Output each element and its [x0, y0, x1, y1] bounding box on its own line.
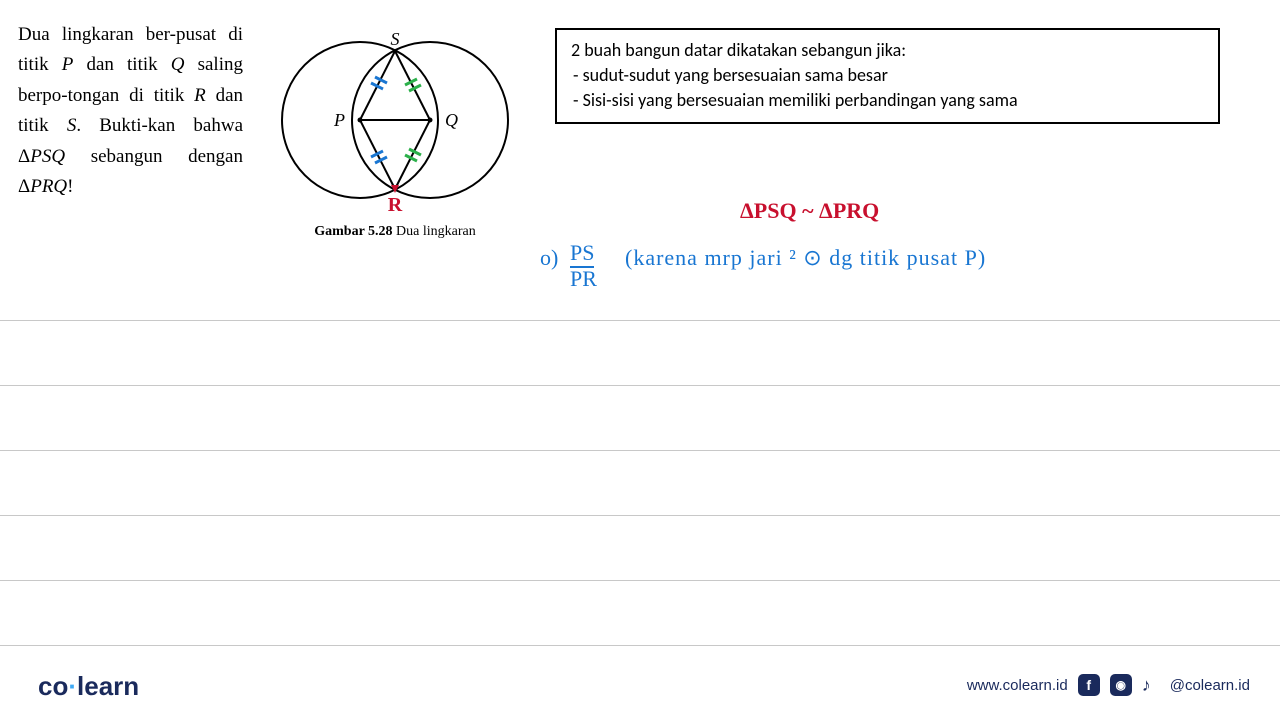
handwriting-blue-fraction: PS PR: [570, 240, 597, 292]
footer-url: www.colearn.id: [967, 677, 1068, 694]
caption-bold: Gambar 5.28: [314, 224, 392, 239]
var-R: R: [194, 85, 206, 106]
handwriting-red-similarity: ΔPSQ ~ ΔPRQ: [740, 198, 879, 224]
definition-list: sudut-sudut yang bersesuaian sama besar …: [571, 63, 1204, 113]
figure-caption: Gambar 5.28 Dua lingkaran: [255, 224, 535, 240]
problem-part: !: [67, 176, 73, 197]
definition-header: 2 buah bangun datar dikatakan sebangun j…: [571, 38, 1204, 63]
ruled-line: [0, 645, 1280, 646]
fraction-numerator: PS: [570, 240, 594, 268]
handwriting-blue-prefix: o): [540, 245, 558, 271]
svg-text:R: R: [388, 194, 403, 215]
fraction-denominator: PR: [570, 266, 597, 291]
var-PRQ: PRQ: [30, 176, 67, 197]
ruled-line: [0, 320, 1280, 321]
figure-area: S P Q R Gambar 5.28 Dua lingkaran: [255, 25, 535, 240]
var-PSQ: PSQ: [30, 146, 65, 167]
footer-handle: @colearn.id: [1170, 677, 1250, 694]
problem-text: Dua lingkaran ber-pusat di titik P dan t…: [18, 20, 243, 202]
definition-item: sudut-sudut yang bersesuaian sama besar: [591, 63, 1204, 88]
var-P: P: [62, 54, 74, 75]
var-S: S: [67, 115, 77, 136]
logo-dot: ·: [68, 671, 77, 701]
problem-part: dan titik: [73, 54, 170, 75]
ruled-line: [0, 385, 1280, 386]
footer-right: www.colearn.id f ◉ ♪ @colearn.id: [967, 674, 1250, 696]
ruled-line: [0, 450, 1280, 451]
ruled-line: [0, 515, 1280, 516]
handwriting-blue-reason: (karena mrp jari ² ⊙ dg titik pusat P): [625, 245, 986, 271]
caption-text: Dua lingkaran: [393, 224, 476, 239]
ruled-line: [0, 580, 1280, 581]
footer: co·learn www.colearn.id f ◉ ♪ @colearn.i…: [0, 662, 1280, 702]
svg-text:P: P: [333, 110, 345, 130]
logo-co: co: [38, 671, 68, 701]
var-Q: Q: [171, 54, 185, 75]
svg-text:S: S: [391, 29, 400, 49]
svg-text:Q: Q: [445, 110, 458, 130]
definition-box: 2 buah bangun datar dikatakan sebangun j…: [555, 28, 1220, 124]
logo: co·learn: [38, 671, 139, 702]
instagram-icon: ◉: [1110, 674, 1132, 696]
tiktok-icon: ♪: [1142, 675, 1160, 695]
two-circles-diagram: S P Q R: [255, 25, 535, 215]
facebook-icon: f: [1078, 674, 1100, 696]
definition-item: Sisi-sisi yang bersesuaian memiliki perb…: [591, 88, 1204, 113]
logo-learn: learn: [77, 671, 139, 701]
